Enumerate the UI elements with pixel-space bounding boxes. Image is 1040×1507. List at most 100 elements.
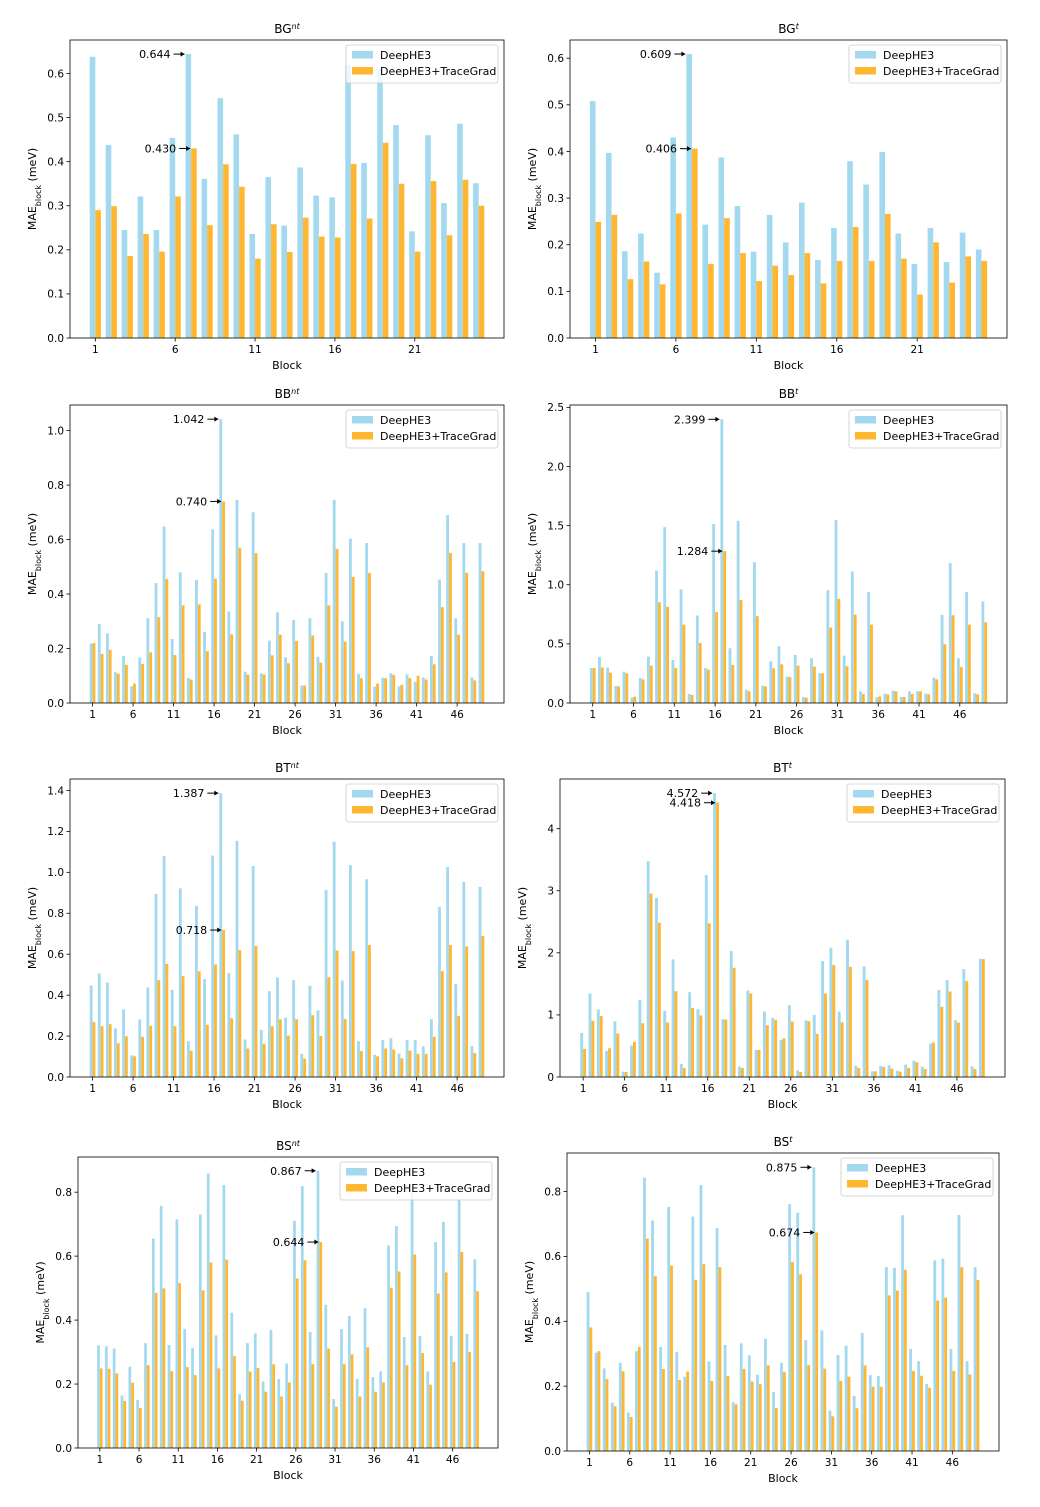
bar-deephe3-tracegrad: [414, 251, 421, 338]
bar-deephe3-tracegrad: [678, 1379, 681, 1451]
x-tick-label: 46: [446, 1454, 460, 1466]
bar-deephe3-tracegrad: [829, 627, 833, 703]
y-axis-label-subscript: block: [34, 924, 43, 946]
bar-deephe3: [754, 1049, 758, 1077]
x-tick-label: 11: [750, 344, 763, 356]
bar-deephe3-tracegrad: [424, 1053, 428, 1077]
bar-deephe3: [721, 1019, 725, 1077]
bar-deephe3: [586, 1292, 590, 1451]
bar-deephe3: [478, 543, 482, 703]
bar-deephe3-tracegrad: [662, 1368, 665, 1451]
bar-deephe3: [381, 1040, 385, 1077]
bar-deephe3: [948, 563, 952, 703]
bar-deephe3: [162, 855, 166, 1077]
bar-deephe3: [269, 1330, 273, 1448]
x-axis-label: Block: [272, 1098, 302, 1111]
bar-deephe3-tracegrad: [836, 261, 843, 338]
bar-deephe3: [413, 681, 417, 703]
bar-deephe3: [945, 980, 949, 1077]
bar-deephe3: [610, 1402, 614, 1451]
subplot-bb-nt: 0.00.20.40.60.81.01 6 11 16 21 26 31 36 41 46BBnt…: [26, 387, 505, 737]
x-tick-label: 46: [953, 709, 967, 721]
bar-deephe3-tracegrad: [465, 572, 469, 703]
bar-deephe3-tracegrad: [691, 148, 698, 338]
bar-deephe3-tracegrad: [583, 1048, 587, 1077]
bar-deephe3-tracegrad: [863, 1365, 867, 1451]
bar-deephe3-tracegrad: [400, 684, 404, 703]
bar-deephe3: [89, 643, 93, 703]
bar-deephe3: [249, 233, 256, 338]
bar-deephe3: [203, 979, 206, 1077]
chart-title-superscript: t: [789, 761, 793, 770]
bar-deephe3-tracegrad: [774, 1407, 778, 1451]
annotation-arrowhead-icon: [180, 51, 185, 57]
bar-deephe3-tracegrad: [230, 1018, 234, 1077]
x-tick-label: 6: [626, 1457, 633, 1469]
bar-deephe3: [870, 1071, 874, 1077]
bar-deephe3: [879, 151, 886, 338]
bar-deephe3: [97, 973, 101, 1077]
bar-deephe3: [421, 1046, 425, 1077]
y-tick-label: 1.0: [47, 425, 64, 437]
bar-deephe3-tracegrad: [108, 1024, 112, 1077]
bar-deephe3-tracegrad: [107, 1368, 111, 1448]
bar-deephe3: [949, 1348, 953, 1451]
bar-deephe3-tracegrad: [666, 1022, 670, 1077]
bar-deephe3-tracegrad: [416, 1053, 420, 1077]
bar-deephe3: [909, 1348, 913, 1451]
bar-deephe3: [798, 202, 805, 338]
bar-deephe3: [956, 658, 960, 703]
bar-deephe3-tracegrad: [852, 227, 859, 338]
bar-deephe3-tracegrad: [887, 1295, 891, 1451]
y-tick-label: 0.0: [547, 333, 564, 345]
bar-deephe3: [261, 1381, 265, 1448]
bar-deephe3-tracegrad: [699, 1015, 703, 1077]
bar-deephe3-tracegrad: [436, 1293, 440, 1448]
legend: DeepHE3 DeepHE3+TraceGrad: [846, 783, 1000, 823]
bar-deephe3: [863, 184, 869, 338]
bar-deephe3-tracegrad: [723, 551, 727, 703]
bar-deephe3: [199, 1214, 202, 1448]
axes-frame: [77, 1156, 499, 1449]
bar-deephe3: [292, 980, 296, 1077]
bar-deephe3-tracegrad: [408, 678, 412, 703]
bar-deephe3-tracegrad: [287, 252, 293, 338]
bar-deephe3: [345, 64, 351, 338]
bar-deephe3-tracegrad: [625, 673, 629, 703]
chart-title-base: BS: [276, 1139, 292, 1153]
bar-deephe3: [854, 1065, 858, 1077]
bar-deephe3-tracegrad: [882, 1067, 886, 1077]
bar-deephe3: [371, 1377, 375, 1448]
y-tick-label: 0.0: [47, 1072, 64, 1084]
bar-deephe3-tracegrad: [956, 1022, 960, 1077]
axes-frame: [69, 404, 505, 704]
annotation-arrowhead-icon: [810, 1229, 815, 1235]
y-tick-label: 1.2: [47, 826, 64, 838]
bar-deephe3: [696, 1009, 700, 1077]
bar-deephe3-tracegrad: [848, 966, 852, 1077]
bar-deephe3: [170, 638, 174, 703]
bar-deephe3-tracegrad: [690, 694, 694, 703]
annotation-value: 0.644: [273, 1236, 305, 1249]
bar-deephe3: [285, 1363, 288, 1448]
bar-deephe3-tracegrad: [617, 686, 621, 703]
bar-deephe3: [120, 1395, 124, 1448]
bar-deephe3-tracegrad: [165, 579, 169, 703]
annotation-value: 4.572: [667, 787, 699, 800]
bar-deephe3: [594, 1352, 598, 1451]
legend-swatch: [855, 432, 876, 440]
bar-deephe3-tracegrad: [790, 1021, 794, 1077]
x-tick-label: 11: [167, 1083, 180, 1095]
bar-deephe3: [829, 947, 833, 1077]
bar-deephe3-tracegrad: [796, 665, 800, 703]
bar-deephe3: [646, 861, 650, 1077]
bar-deephe3: [348, 538, 352, 703]
bar-deephe3: [887, 1065, 891, 1077]
bar-deephe3: [937, 990, 941, 1077]
bar-deephe3-tracegrad: [238, 950, 242, 1077]
x-tick-label: 1: [96, 1454, 103, 1466]
y-tick-label: 3: [547, 886, 554, 898]
bar-deephe3-tracegrad: [659, 284, 666, 338]
legend-label: DeepHE3+TraceGrad: [883, 430, 999, 443]
bar-deephe3-tracegrad: [159, 251, 165, 338]
